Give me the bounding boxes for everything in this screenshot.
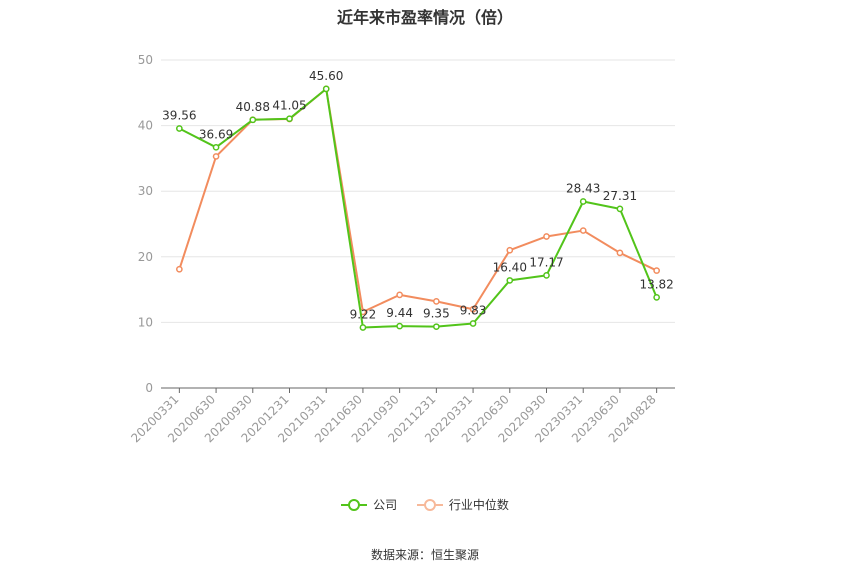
- point-company-20240828: [653, 293, 660, 301]
- data-label-company-20200331: 39.56: [162, 108, 196, 122]
- grid-lines: [161, 59, 675, 323]
- data-label-company-20201231: 41.05: [272, 99, 306, 113]
- point-company-20200930: [249, 116, 257, 124]
- point-company-20230630: [616, 205, 624, 213]
- legend-item-industry-median[interactable]: 行业中位数: [416, 496, 509, 513]
- axes: 0102030405020200331202006302020093020201…: [128, 53, 675, 445]
- data-label-company-20200930: 40.88: [236, 100, 270, 114]
- point-company-20210930: [396, 322, 403, 330]
- legend-label-company: 公司: [373, 498, 398, 512]
- point-company-20211231: [433, 323, 440, 331]
- data-label-company-20220331: 9.83: [460, 304, 487, 318]
- point-company-20220930: [543, 272, 550, 279]
- data-label-company-20240828: 13.82: [639, 277, 673, 291]
- point-company-20220331: [469, 320, 477, 327]
- data-source: 数据来源：恒生聚源: [370, 548, 479, 562]
- legend-industry-marker-icon: [416, 498, 443, 511]
- point-industry-median-20220630: [506, 246, 514, 254]
- y-tick-label-20: 20: [138, 250, 153, 264]
- point-industry-median-20220331: [469, 305, 477, 313]
- point-company-20200630: [212, 143, 220, 151]
- data-label-company-20220930: 17.17: [529, 255, 563, 269]
- point-industry-median-20230331: [579, 227, 587, 234]
- series-group: [176, 85, 660, 331]
- y-tick-label-10: 10: [138, 315, 153, 329]
- data-label-company-20230331: 28.43: [566, 181, 600, 195]
- point-industry-median-20211231: [433, 298, 440, 305]
- legend: 公司 行业中位数: [0, 496, 850, 515]
- data-label-company-20210930: 9.44: [386, 306, 413, 320]
- point-industry-median-20240828: [653, 267, 660, 274]
- point-industry-median-20200630: [212, 153, 220, 160]
- point-industry-median-20210930: [396, 291, 403, 299]
- point-company-20220630: [506, 277, 514, 284]
- data-label-company-20230630: 27.31: [603, 189, 637, 203]
- data-label-company-20211231: 9.35: [423, 307, 450, 321]
- y-tick-label-40: 40: [138, 119, 153, 133]
- data-label-company-20200630: 36.69: [199, 127, 233, 141]
- data-label-company-20210331: 45.60: [309, 69, 343, 83]
- point-company-20230331: [579, 198, 587, 205]
- point-company-20200331: [176, 125, 183, 132]
- legend-company-marker-icon: [341, 498, 368, 511]
- y-tick-label-50: 50: [138, 53, 153, 67]
- y-tick-label-30: 30: [138, 184, 153, 198]
- y-tick-label-0: 0: [145, 381, 153, 395]
- point-company-20210331: [322, 85, 330, 93]
- data-label-company-20220630: 16.40: [493, 260, 527, 274]
- point-company-20210630: [359, 324, 367, 331]
- series-line-company: [178, 87, 658, 329]
- chart-title: 近年来市盈率情况（倍）: [336, 8, 513, 27]
- point-company-20201231: [286, 115, 293, 123]
- point-industry-median-20200331: [176, 265, 183, 273]
- data-label-company-20210630: 9.22: [350, 308, 377, 322]
- legend-item-company[interactable]: 公司: [341, 496, 397, 513]
- point-industry-median-20230630: [616, 249, 624, 257]
- point-industry-median-20220930: [543, 233, 550, 240]
- legend-label-industry-median: 行业中位数: [448, 498, 509, 512]
